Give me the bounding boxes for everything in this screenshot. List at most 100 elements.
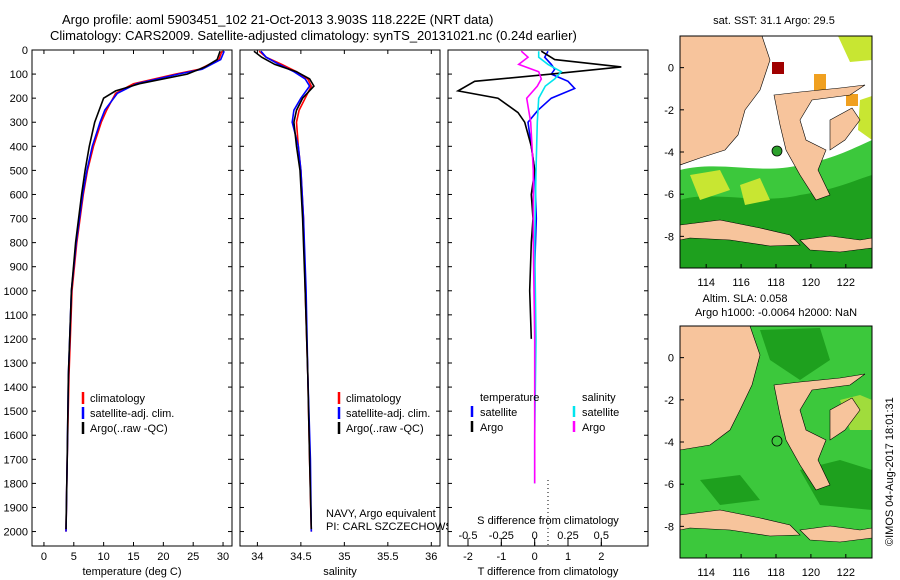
lon-tick-label: 122 xyxy=(837,277,855,289)
lat-tick-label: -8 xyxy=(664,231,674,243)
x-tick-label: 25 xyxy=(187,551,199,563)
y-tick-label: 1000 xyxy=(4,286,28,298)
series-line-s-argo xyxy=(517,50,543,484)
sst-map-title: sat. SST: 31.1 Argo: 29.5 xyxy=(713,15,835,27)
series-line-s-satellite xyxy=(533,51,563,484)
y-tick-label: 1900 xyxy=(4,502,28,514)
sla-map: 114 116 118 120 122 0 -2 -4 -6 -8 xyxy=(664,325,873,579)
pi-annotation: PI: CARL SZCZECHOWSKI xyxy=(326,521,463,533)
lon-tick-label: 120 xyxy=(802,277,820,289)
sst-orange-patches xyxy=(814,74,858,106)
temperature-legend: climatology satellite-adj. clim. Argo(..… xyxy=(81,392,174,435)
y-tick-label: 200 xyxy=(10,93,28,105)
sst-map: 114 116 118 120 122 0 -2 -4 -6 -8 xyxy=(664,35,873,289)
series-line-t-argo xyxy=(455,50,622,339)
x-tick-label: 5 xyxy=(71,551,77,563)
lon-tick-label: 120 xyxy=(802,567,820,579)
legend-climatology-label: climatology xyxy=(346,393,402,405)
y-tick-label: 800 xyxy=(10,238,28,250)
x-tick-label: 30 xyxy=(217,551,229,563)
lat-tick-label: -6 xyxy=(664,479,674,491)
y-tick-label: 1400 xyxy=(4,382,28,394)
difference-panel: -2 -1 0 1 2 -0.5 -0.25 0 0.25 0.5 S difference fr… xyxy=(447,49,649,578)
salinity-xlabel: salinity xyxy=(323,566,357,578)
y-tick-label: 300 xyxy=(10,117,28,129)
lon-tick-label: 114 xyxy=(697,567,715,579)
lat-tick-label: 0 xyxy=(668,63,674,75)
sla-map-title-1: Altim. SLA: 0.058 xyxy=(703,293,788,305)
series-line-argo-raw-qc- xyxy=(65,50,221,530)
lon-tick-label: 122 xyxy=(837,567,855,579)
legend-t-argo-label: Argo xyxy=(480,422,503,434)
y-tick-label: 2000 xyxy=(4,527,28,539)
java-land xyxy=(680,509,872,543)
lon-tick-label: 116 xyxy=(732,277,750,289)
y-tick-label: 500 xyxy=(10,165,28,177)
y-tick-label: 1300 xyxy=(4,358,28,370)
x-tick-label: 10 xyxy=(98,551,110,563)
x-tick-label: -2 xyxy=(463,551,473,563)
sulawesi-land xyxy=(773,84,866,201)
legend-satellite-label: satellite-adj. clim. xyxy=(90,408,174,420)
y-tick-label: 1100 xyxy=(4,310,28,322)
argo-float-marker xyxy=(771,145,783,157)
s-difference-xlabel: S difference from climatology xyxy=(477,515,619,527)
x-tick-label: 35.5 xyxy=(377,551,398,563)
salinity-panel: 34 34.5 35 35.5 36 salinity climatology sate… xyxy=(239,49,463,578)
lat-tick-label: -4 xyxy=(664,147,674,159)
x-tick-label: 34.5 xyxy=(290,551,311,563)
sst-yellow-patches xyxy=(690,36,872,205)
s-tick-label: 0.5 xyxy=(594,530,609,542)
legend-t-satellite-label: satellite xyxy=(480,407,517,419)
y-tick-label: 700 xyxy=(10,214,28,226)
temperature-panel: 0100200300400500600700800900100011001200… xyxy=(4,45,233,578)
borneo-land xyxy=(680,36,771,166)
navy-annotation: NAVY, Argo equivalent xyxy=(326,508,436,520)
x-tick-label: 34 xyxy=(251,551,263,563)
legend-s-argo-label: Argo xyxy=(582,422,605,434)
x-tick-label: -1 xyxy=(496,551,506,563)
s-tick-label: -0.25 xyxy=(489,530,514,542)
y-tick-label: 1500 xyxy=(4,406,28,418)
lon-tick-label: 116 xyxy=(732,567,750,579)
sst-red-cell xyxy=(772,62,784,74)
figure-title-line2: Climatology: CARS2009. Satellite-adjuste… xyxy=(50,28,577,43)
lat-tick-label: -6 xyxy=(664,189,674,201)
legend-climatology-label: climatology xyxy=(90,393,146,405)
x-tick-label: 0 xyxy=(41,551,47,563)
java-land xyxy=(680,219,872,253)
lat-tick-label: -2 xyxy=(664,105,674,117)
x-tick-label: 0 xyxy=(532,551,538,563)
difference-legend: temperature salinity satellite Argo sate… xyxy=(470,392,619,434)
s-tick-label: 0 xyxy=(532,530,538,542)
y-tick-label: 0 xyxy=(22,45,28,57)
lat-tick-label: -8 xyxy=(664,521,674,533)
t-difference-xlabel: T difference from climatology xyxy=(478,566,619,578)
borneo-land xyxy=(680,326,761,451)
x-tick-label: 35 xyxy=(338,551,350,563)
legend-s-satellite-label: satellite xyxy=(582,407,619,419)
series-line-argo-raw-qc- xyxy=(253,50,315,530)
lon-tick-label: 118 xyxy=(767,277,785,289)
s-tick-label: 0.25 xyxy=(557,530,578,542)
sla-darker-patches xyxy=(700,328,872,510)
y-tick-label: 1200 xyxy=(4,334,28,346)
legend-salinity-head: salinity xyxy=(582,392,616,404)
x-tick-label: 2 xyxy=(598,551,604,563)
lon-tick-label: 118 xyxy=(767,567,785,579)
figure-title-line1: Argo profile: aoml 5903451_102 21-Oct-20… xyxy=(62,12,494,27)
y-tick-label: 900 xyxy=(10,262,28,274)
s-tick-label: -0.5 xyxy=(459,530,478,542)
y-tick-label: 1800 xyxy=(4,478,28,490)
y-tick-label: 400 xyxy=(10,141,28,153)
imos-timestamp: ©IMOS 04-Aug-2017 18:01:31 xyxy=(884,397,896,546)
x-tick-label: 1 xyxy=(565,551,571,563)
argo-float-marker xyxy=(771,435,783,447)
x-tick-label: 15 xyxy=(127,551,139,563)
y-tick-label: 100 xyxy=(10,69,28,81)
temperature-xlabel: temperature (deg C) xyxy=(82,566,181,578)
temperature-plot-frame xyxy=(31,49,233,547)
sla-map-title-2: Argo h1000: -0.0064 h2000: NaN xyxy=(695,307,857,319)
difference-plot-frame xyxy=(447,49,649,547)
